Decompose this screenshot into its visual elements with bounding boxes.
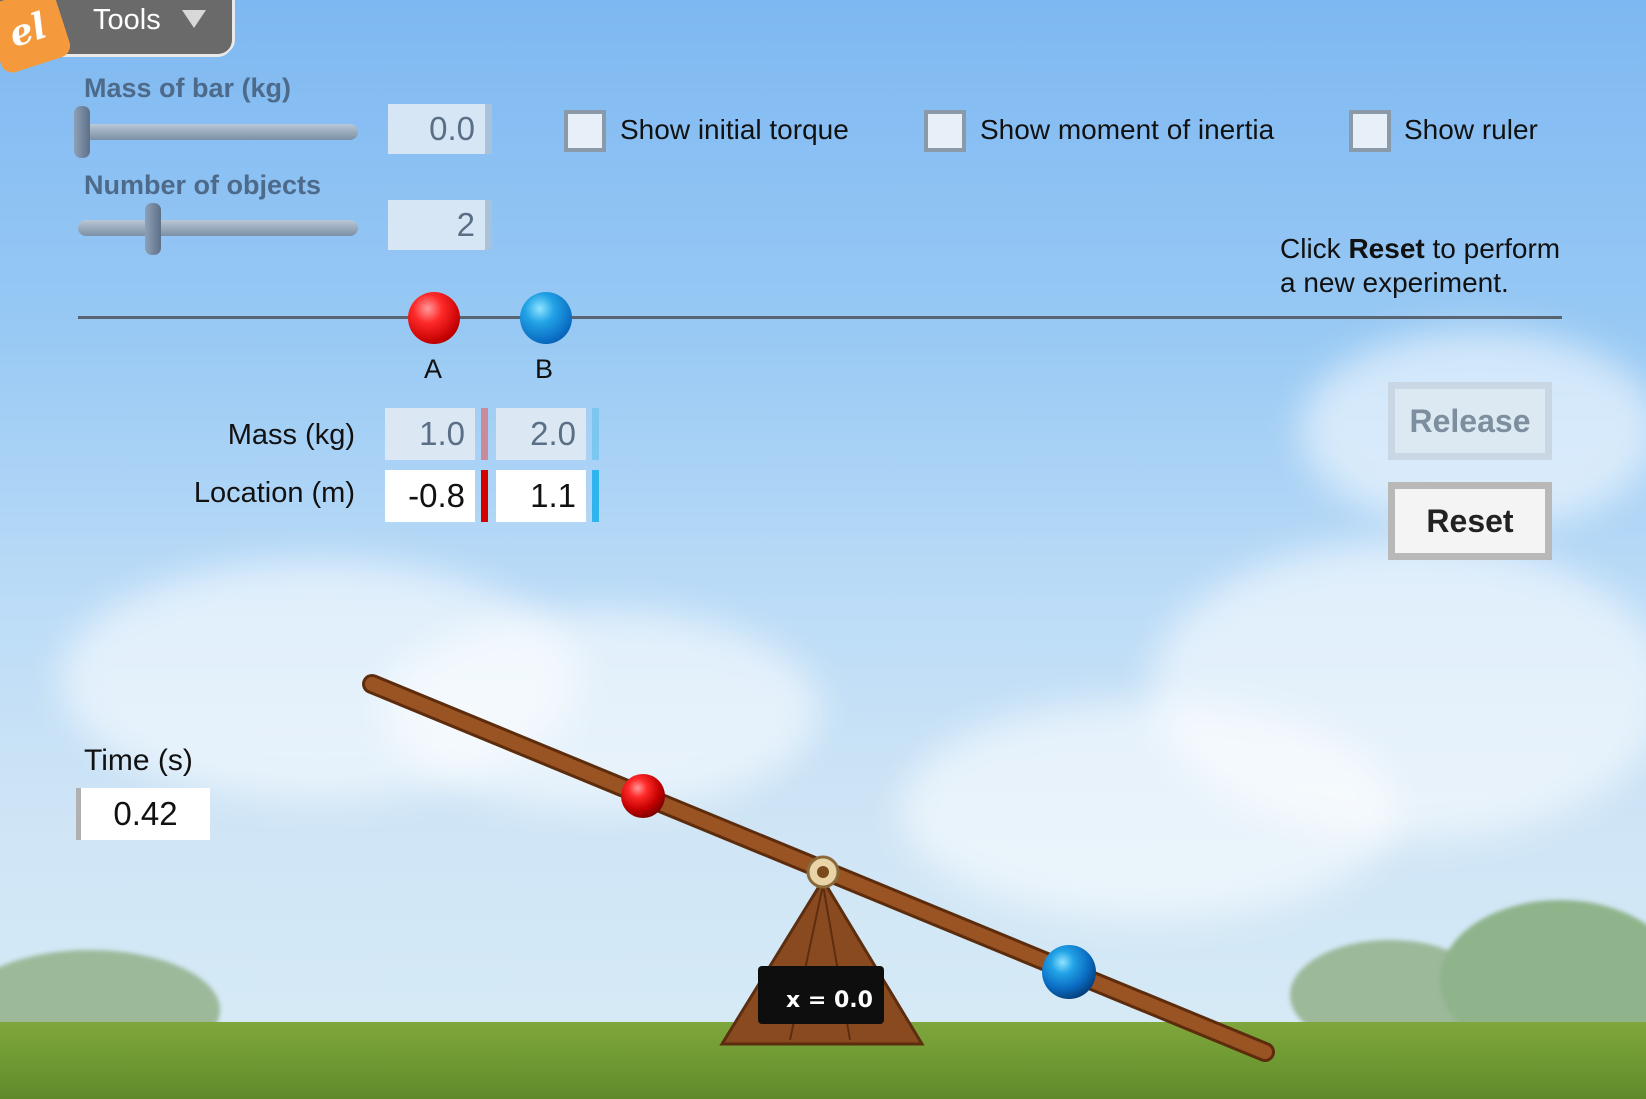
- mass-of-bar-label: Mass of bar (kg): [84, 73, 292, 103]
- object-b-on-bar: [1042, 945, 1096, 999]
- mass-row-label: Mass (kg): [227, 419, 355, 451]
- object-a-mass-color-bar: [481, 408, 488, 460]
- tools-label: Tools: [93, 4, 161, 36]
- fulcrum-sign: [758, 966, 884, 1024]
- object-b-mass-color-bar: [592, 408, 599, 460]
- object-shelf-line: [78, 316, 1562, 319]
- hint-suffix: to perform: [1424, 233, 1561, 264]
- show-moment-of-inertia-label: Show moment of inertia: [980, 114, 1275, 145]
- location-row-label: Location (m): [193, 477, 355, 509]
- object-a-ball[interactable]: [408, 292, 460, 344]
- object-b-ball[interactable]: [520, 292, 572, 344]
- object-a-location-field[interactable]: -0.8: [385, 470, 475, 522]
- object-a-label: A: [424, 354, 443, 384]
- time-label: Time (s): [84, 744, 193, 777]
- cloud: [900, 700, 1400, 920]
- mass-of-bar-slider-track[interactable]: [76, 124, 358, 140]
- show-initial-torque-checkbox[interactable]: [564, 110, 606, 152]
- reset-button[interactable]: Reset: [1388, 482, 1552, 560]
- mass-of-bar-value: 0.0: [388, 104, 492, 154]
- object-b-location-field[interactable]: 1.1: [496, 470, 586, 522]
- chevron-down-icon: [182, 10, 206, 28]
- object-b-label: B: [535, 354, 554, 384]
- number-of-objects-slider-thumb[interactable]: [144, 203, 161, 255]
- release-button[interactable]: Release: [1388, 382, 1552, 460]
- object-b-location-color-bar: [592, 470, 599, 522]
- number-of-objects-label: Number of objects: [84, 170, 322, 200]
- hint-line2: a new experiment.: [1280, 267, 1509, 298]
- fulcrum-position-label: x = 0.0: [786, 988, 873, 1013]
- pivot-center: [817, 866, 829, 878]
- reset-hint: Click Reset to perform a new experiment.: [1280, 232, 1560, 300]
- show-ruler-label: Show ruler: [1404, 114, 1538, 145]
- hint-prefix: Click: [1280, 233, 1349, 264]
- time-value: 0.42: [76, 788, 210, 840]
- hint-bold: Reset: [1348, 233, 1425, 264]
- show-initial-torque-label: Show initial torque: [620, 114, 849, 145]
- object-a-on-bar: [621, 774, 665, 818]
- object-a-mass-field[interactable]: 1.0: [385, 408, 475, 460]
- object-a-location-color-bar: [481, 470, 488, 522]
- show-moment-of-inertia-checkbox[interactable]: [924, 110, 966, 152]
- show-ruler-checkbox[interactable]: [1349, 110, 1391, 152]
- object-b-mass-field[interactable]: 2.0: [496, 408, 586, 460]
- mass-of-bar-slider-thumb[interactable]: [74, 106, 90, 158]
- number-of-objects-value: 2: [388, 200, 492, 250]
